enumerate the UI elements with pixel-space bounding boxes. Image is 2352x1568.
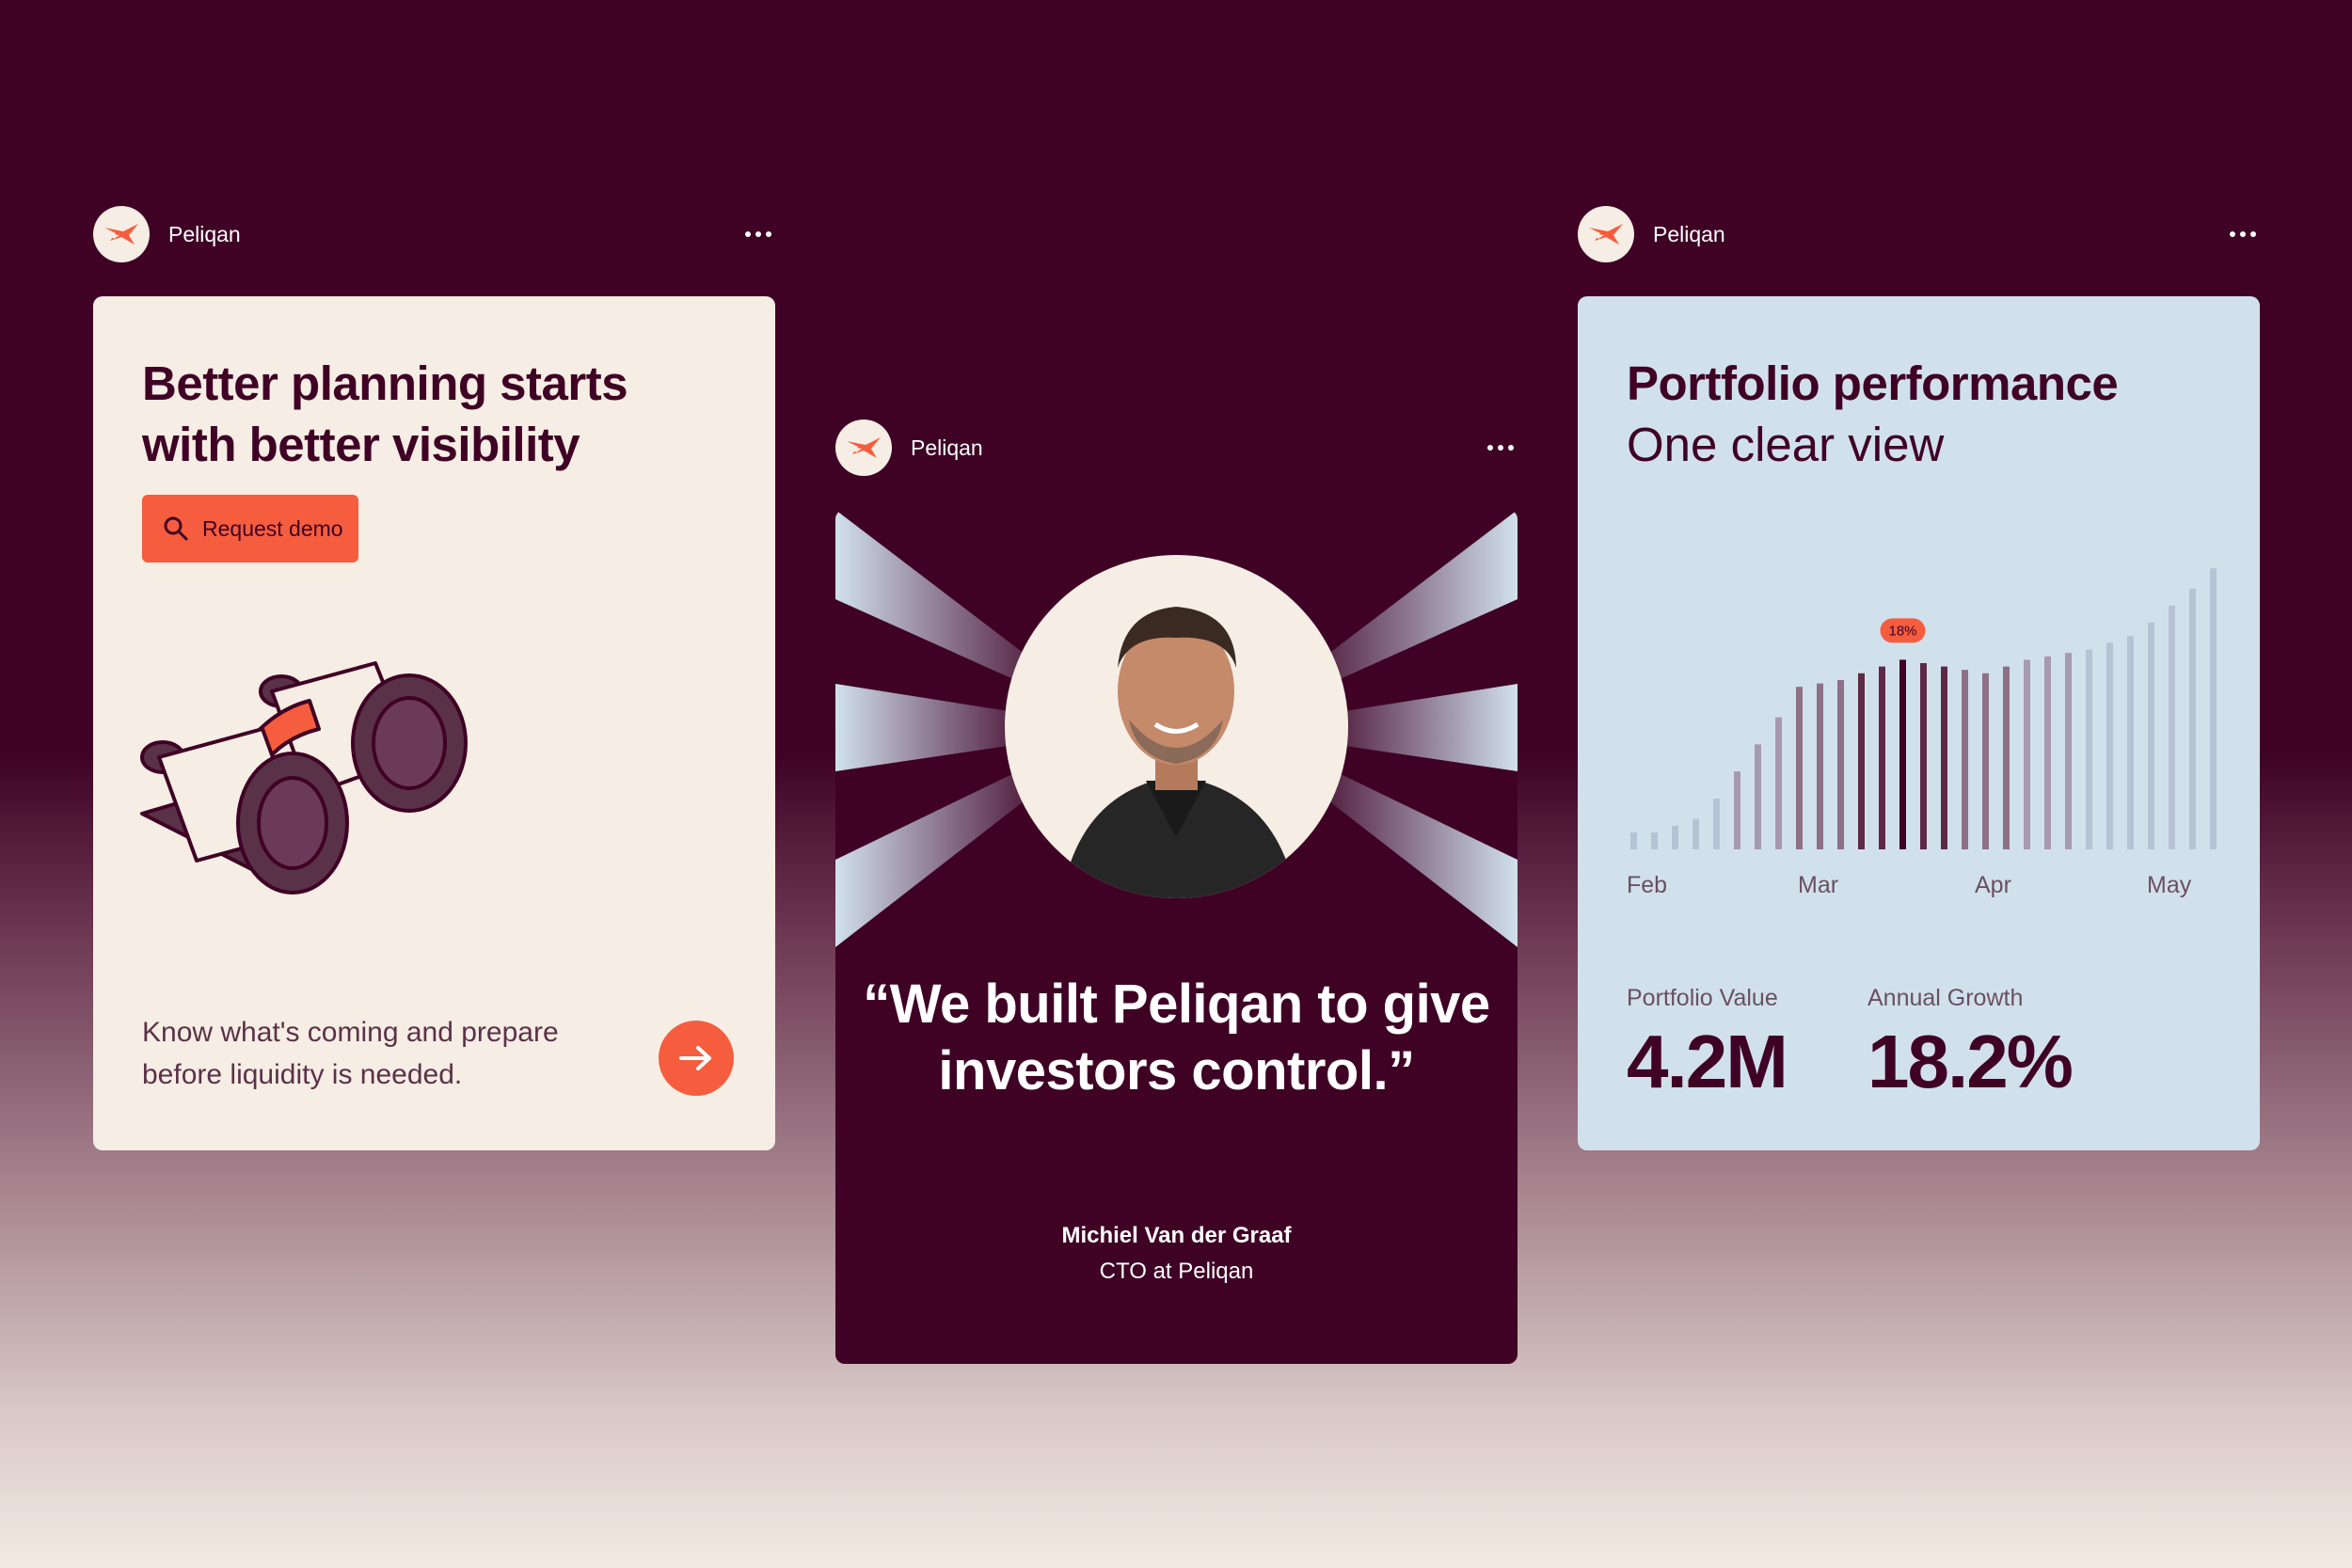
highlight-badge-label: 18% — [1888, 623, 1916, 639]
chart-bar — [2065, 653, 2072, 849]
chart-bar — [2106, 642, 2113, 849]
chart-bar — [2127, 636, 2134, 849]
chart-bar — [2148, 622, 2154, 849]
x-label-mar: Mar — [1798, 872, 1839, 898]
annual-growth-value: 18.2% — [1867, 1020, 2074, 1103]
light-rays-decoration — [835, 510, 1518, 947]
testimonial-quote: “We built Peliqan to give investors cont… — [863, 974, 1490, 1101]
chart-bar — [1692, 818, 1699, 849]
peliqan-logo-icon — [835, 420, 892, 476]
chart-bar — [2086, 649, 2092, 849]
chart-bar — [1920, 663, 1927, 849]
chart-bar — [2210, 568, 2217, 849]
account-info[interactable]: Peliqan — [835, 420, 983, 476]
chart-bar — [1982, 673, 1989, 849]
x-label-apr: Apr — [1975, 872, 2011, 898]
chart-bar — [1837, 680, 1844, 849]
chart-bar — [1651, 832, 1658, 849]
chart-bar — [1941, 666, 1947, 849]
card-title: Better planning starts with better visib… — [142, 356, 628, 471]
post-portfolio: Peliqan Portfolio performance One clear … — [1578, 206, 2260, 1150]
quote-card: “We built Peliqan to give investors cont… — [835, 510, 1518, 1364]
portfolio-card: Portfolio performance One clear view 18%… — [1578, 296, 2260, 1150]
chart-bar — [1879, 666, 1885, 849]
performance-bar-chart: 18% — [1630, 568, 2217, 849]
chart-bar — [1713, 799, 1720, 849]
more-options-icon[interactable] — [1484, 437, 1518, 458]
search-icon — [164, 516, 188, 541]
post-planning: Peliqan Better planning starts with bett… — [93, 206, 775, 1150]
x-label-may: May — [2147, 872, 2192, 898]
portfolio-value-label: Portfolio Value — [1627, 985, 1778, 1011]
portfolio-value: 4.2M — [1627, 1020, 1788, 1103]
arrow-right-icon — [679, 1046, 711, 1070]
account-info[interactable]: Peliqan — [1578, 206, 1725, 262]
account-name: Peliqan — [1653, 221, 1725, 246]
chart-bar — [1817, 683, 1823, 849]
card-subtitle: One clear view — [1627, 418, 1945, 471]
chart-bar — [1796, 687, 1803, 849]
chart-bar — [1755, 744, 1761, 849]
chart-bar — [2169, 605, 2175, 849]
account-name: Peliqan — [911, 435, 983, 460]
chart-bar — [1630, 832, 1637, 849]
chart-bar — [1734, 771, 1740, 849]
more-options-icon[interactable] — [2226, 224, 2260, 245]
chart-bar — [1672, 825, 1678, 849]
post-header: Peliqan — [93, 206, 775, 262]
peliqan-logo-icon — [1578, 206, 1634, 262]
request-demo-label: Request demo — [202, 515, 343, 541]
account-name: Peliqan — [168, 221, 241, 246]
chart-bar — [1775, 717, 1782, 849]
post-quote: Peliqan “ — [835, 420, 1518, 1364]
account-info[interactable]: Peliqan — [93, 206, 241, 262]
author-photo — [1005, 555, 1348, 898]
peliqan-logo-icon — [93, 206, 150, 262]
card-title: Portfolio performance — [1627, 356, 2119, 410]
arrow-right-button[interactable] — [659, 1021, 734, 1096]
x-label-feb: Feb — [1627, 872, 1668, 898]
request-demo-button[interactable]: Request demo — [142, 495, 358, 562]
chart-bar — [2024, 659, 2030, 849]
chart-bar — [1962, 670, 1968, 849]
chart-bar — [2003, 666, 2010, 849]
planning-card: Better planning starts with better visib… — [93, 296, 775, 1150]
chart-bar — [1858, 673, 1865, 849]
chart-bar — [2044, 656, 2051, 849]
chart-bar — [2189, 588, 2196, 849]
post-header: Peliqan — [835, 420, 1518, 476]
chart-bar — [1899, 659, 1906, 849]
more-options-icon[interactable] — [741, 224, 775, 245]
highlight-badge — [1880, 618, 1926, 643]
binoculars-illustration — [140, 661, 468, 895]
post-header: Peliqan — [1578, 206, 2260, 262]
annual-growth-label: Annual Growth — [1867, 985, 2024, 1011]
card-description: Know what's coming and prepare before li… — [142, 1017, 559, 1090]
author-name: Michiel Van der Graaf — [1061, 1223, 1292, 1248]
author-role: CTO at Peliqan — [1099, 1259, 1254, 1284]
